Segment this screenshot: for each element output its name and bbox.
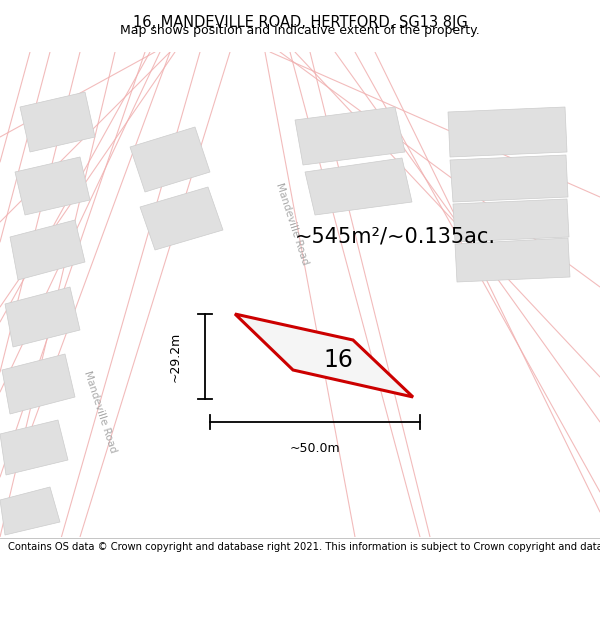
Text: 16: 16: [323, 348, 353, 372]
Polygon shape: [0, 487, 60, 535]
Polygon shape: [2, 354, 75, 414]
Polygon shape: [455, 238, 570, 282]
Polygon shape: [10, 220, 85, 280]
Polygon shape: [450, 155, 568, 202]
Text: ~29.2m: ~29.2m: [169, 332, 182, 382]
Polygon shape: [20, 92, 95, 152]
Text: 16, MANDEVILLE ROAD, HERTFORD, SG13 8JG: 16, MANDEVILLE ROAD, HERTFORD, SG13 8JG: [133, 14, 467, 29]
Polygon shape: [5, 287, 80, 347]
Polygon shape: [140, 187, 223, 250]
Text: Mandeville Road: Mandeville Road: [82, 370, 118, 454]
Text: Mandeville Road: Mandeville Road: [274, 182, 310, 266]
Text: Map shows position and indicative extent of the property.: Map shows position and indicative extent…: [120, 24, 480, 38]
Polygon shape: [15, 157, 90, 215]
Text: ~545m²/~0.135ac.: ~545m²/~0.135ac.: [295, 227, 496, 247]
Polygon shape: [295, 107, 405, 165]
Polygon shape: [0, 420, 68, 475]
Text: Contains OS data © Crown copyright and database right 2021. This information is : Contains OS data © Crown copyright and d…: [8, 542, 600, 552]
Polygon shape: [235, 314, 413, 397]
Polygon shape: [453, 199, 569, 242]
Polygon shape: [130, 127, 210, 192]
Polygon shape: [305, 158, 412, 215]
Polygon shape: [448, 107, 567, 157]
Text: ~50.0m: ~50.0m: [290, 442, 340, 455]
